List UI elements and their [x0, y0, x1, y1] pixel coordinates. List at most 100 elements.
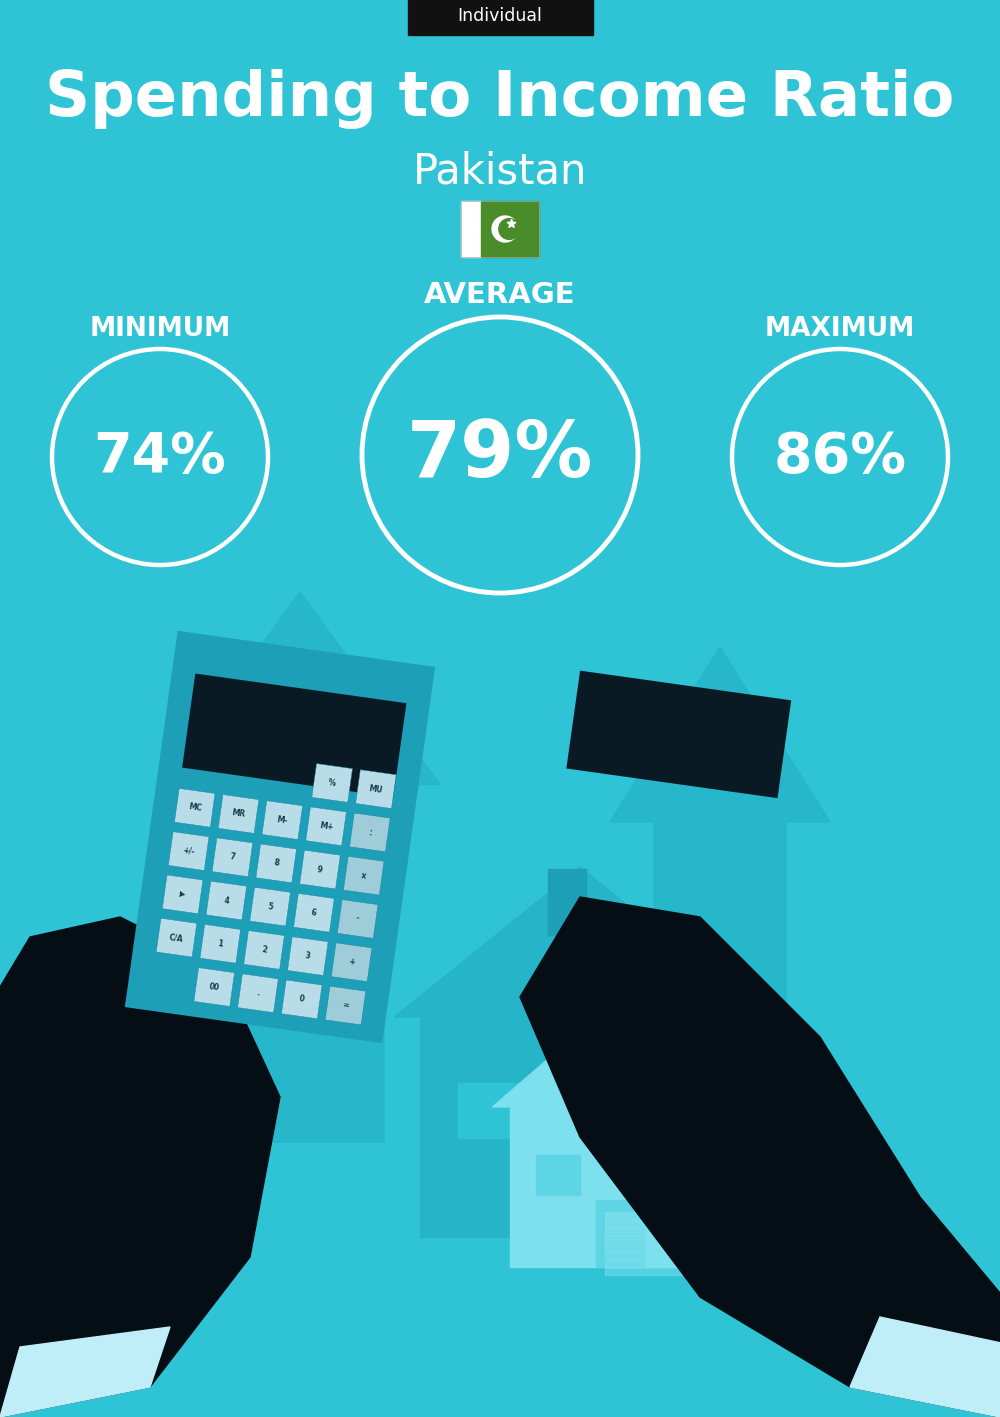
Bar — [458, 1083, 522, 1138]
Text: Pakistan: Pakistan — [413, 152, 587, 193]
Circle shape — [773, 1131, 797, 1156]
Bar — [461, 201, 539, 256]
Bar — [638, 1083, 702, 1138]
Circle shape — [870, 1170, 890, 1190]
Circle shape — [732, 349, 948, 565]
Text: 74%: 74% — [94, 429, 226, 485]
Text: 3: 3 — [305, 951, 311, 961]
Text: MU: MU — [368, 784, 383, 795]
Polygon shape — [520, 897, 1000, 1417]
Text: 0: 0 — [299, 995, 305, 1005]
Polygon shape — [160, 592, 440, 1142]
Polygon shape — [194, 968, 235, 1006]
Polygon shape — [343, 856, 384, 896]
Bar — [481, 201, 539, 256]
Bar — [605, 1220, 720, 1227]
Bar — [536, 1155, 580, 1195]
Text: =: = — [342, 1000, 349, 1010]
Text: 79%: 79% — [407, 417, 593, 493]
Bar — [605, 1212, 720, 1219]
Text: .: . — [256, 989, 260, 998]
Polygon shape — [174, 788, 215, 828]
Polygon shape — [256, 845, 297, 883]
Polygon shape — [281, 981, 322, 1019]
Polygon shape — [168, 832, 209, 870]
Text: 2: 2 — [261, 945, 267, 955]
Text: MINIMUM: MINIMUM — [89, 316, 231, 341]
Text: MAXIMUM: MAXIMUM — [765, 316, 915, 341]
Circle shape — [717, 1163, 853, 1299]
Polygon shape — [0, 917, 280, 1417]
Text: ▶: ▶ — [179, 890, 186, 900]
Text: 1: 1 — [217, 939, 224, 948]
Bar — [605, 1244, 720, 1251]
Polygon shape — [868, 1180, 892, 1210]
Polygon shape — [331, 942, 372, 982]
Text: 9: 9 — [317, 864, 323, 874]
Polygon shape — [182, 673, 406, 798]
Circle shape — [499, 218, 520, 239]
Text: x: x — [361, 871, 367, 880]
Circle shape — [362, 317, 638, 592]
Bar — [605, 1236, 720, 1243]
Text: AVERAGE: AVERAGE — [424, 281, 576, 309]
Polygon shape — [770, 1144, 800, 1180]
Polygon shape — [238, 973, 278, 1013]
Polygon shape — [610, 648, 830, 1146]
Polygon shape — [356, 769, 396, 809]
Polygon shape — [212, 837, 253, 877]
Polygon shape — [350, 813, 390, 852]
Text: MR: MR — [231, 809, 246, 819]
Bar — [461, 201, 481, 256]
Polygon shape — [200, 924, 241, 964]
Text: 8: 8 — [273, 859, 280, 869]
Text: 4: 4 — [223, 896, 230, 905]
Polygon shape — [394, 867, 766, 1017]
Polygon shape — [206, 881, 247, 920]
Bar — [420, 1017, 740, 1237]
Circle shape — [825, 1197, 935, 1306]
Polygon shape — [507, 220, 516, 228]
Text: +/-: +/- — [182, 846, 195, 856]
Polygon shape — [294, 893, 334, 932]
Bar — [596, 1200, 644, 1267]
Bar — [545, 1145, 615, 1237]
Polygon shape — [250, 887, 290, 927]
Text: 5: 5 — [267, 901, 273, 911]
Text: M+: M+ — [319, 820, 334, 832]
Text: $: $ — [870, 1238, 890, 1265]
Polygon shape — [262, 801, 303, 839]
Circle shape — [52, 349, 268, 565]
Polygon shape — [218, 795, 259, 833]
Bar — [660, 1155, 704, 1195]
Text: 00: 00 — [208, 982, 220, 992]
Text: 7: 7 — [229, 853, 236, 862]
Text: :: : — [368, 828, 372, 837]
Text: $: $ — [772, 1214, 798, 1248]
Polygon shape — [312, 764, 352, 802]
Polygon shape — [300, 850, 340, 888]
Polygon shape — [306, 806, 346, 846]
Text: M-: M- — [276, 815, 288, 825]
Polygon shape — [244, 931, 284, 969]
Text: Individual: Individual — [458, 7, 542, 26]
Text: 86%: 86% — [774, 429, 906, 485]
Bar — [408, 0, 592, 35]
Polygon shape — [125, 631, 435, 1043]
Bar — [605, 1253, 720, 1258]
Bar — [605, 1268, 720, 1275]
Polygon shape — [850, 1316, 1000, 1417]
Polygon shape — [156, 918, 197, 956]
Text: Spending to Income Ratio: Spending to Income Ratio — [45, 69, 955, 129]
Text: -: - — [355, 914, 360, 924]
Polygon shape — [288, 937, 328, 975]
Text: +: + — [348, 958, 355, 968]
Polygon shape — [162, 874, 203, 914]
Text: C/A: C/A — [169, 932, 184, 944]
Bar — [605, 1260, 720, 1267]
Circle shape — [492, 215, 518, 242]
Polygon shape — [492, 998, 748, 1107]
Polygon shape — [0, 1326, 170, 1417]
Polygon shape — [337, 900, 378, 938]
Text: MC: MC — [188, 802, 202, 813]
